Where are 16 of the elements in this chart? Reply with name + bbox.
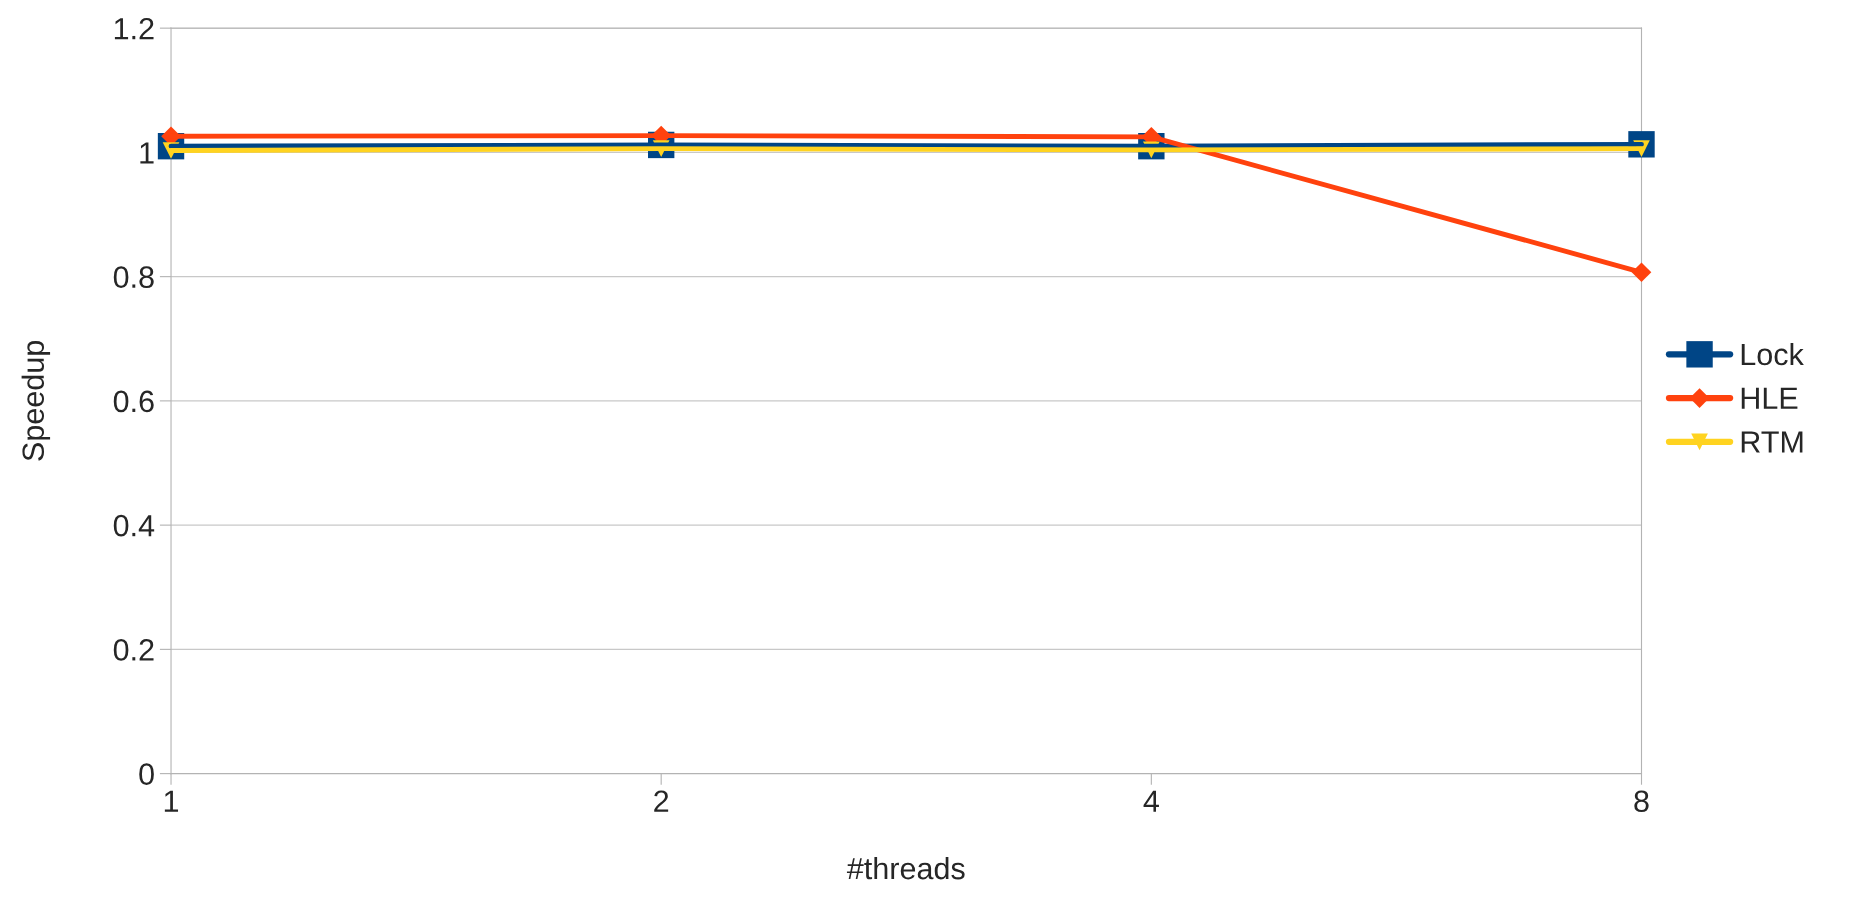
y-tick-label: 1: [140, 142, 154, 164]
y-tick-label: 0.6: [113, 390, 154, 413]
y-tick-label: 0: [139, 763, 154, 785]
legend-label: RTM: [1741, 431, 1803, 453]
x-tick-label: 4: [1143, 790, 1159, 812]
y-tick-label: 0.4: [113, 514, 155, 537]
y-tick-label: 0.8: [113, 266, 154, 289]
y-tick-label: 0.2: [113, 639, 154, 661]
legend-label: HLE: [1741, 387, 1798, 409]
x-tick-label: 1: [164, 790, 179, 812]
legend-label: Lock: [1741, 342, 1804, 366]
x-axis-title: #threads: [846, 856, 965, 880]
x-tick-label: 2: [654, 790, 669, 812]
y-axis-title: Speedup: [21, 340, 51, 461]
y-tick-label: 1.2: [114, 17, 154, 40]
x-tick-label: 8: [1634, 790, 1649, 813]
